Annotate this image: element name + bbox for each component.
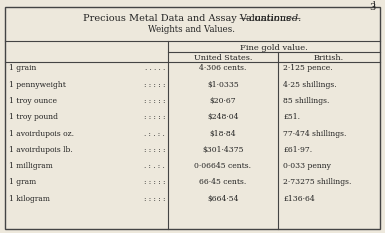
Text: . : . : .: . : . : . [144, 130, 165, 137]
Text: 1 troy pound: 1 troy pound [9, 113, 58, 121]
Text: 77·474 shillings.: 77·474 shillings. [283, 130, 347, 137]
Text: 1: 1 [371, 1, 376, 9]
Text: 1 avoirdupois lb.: 1 avoirdupois lb. [9, 146, 73, 154]
Text: Fine gold value.: Fine gold value. [240, 44, 308, 52]
Text: 0·06645 cents.: 0·06645 cents. [194, 162, 251, 170]
Text: 1 pennyweight: 1 pennyweight [9, 81, 66, 89]
Text: . : . : .: . : . : . [144, 162, 165, 170]
Text: £136·64: £136·64 [283, 195, 315, 202]
Text: 0·033 penny: 0·033 penny [283, 162, 331, 170]
Text: 1 grain: 1 grain [9, 65, 36, 72]
Text: : : : : :: : : : : : [144, 113, 165, 121]
Text: : : : : :: : : : : : [144, 81, 165, 89]
Text: United States.: United States. [194, 54, 252, 62]
Text: 66·45 cents.: 66·45 cents. [199, 178, 247, 186]
Text: $248·04: $248·04 [207, 113, 239, 121]
Text: : : : : :: : : : : : [144, 146, 165, 154]
Text: 3: 3 [370, 3, 376, 12]
Text: $1·0335: $1·0335 [207, 81, 239, 89]
Text: 4·25 shillings.: 4·25 shillings. [283, 81, 336, 89]
Text: Precious Metal Data and Assay Valuations—: Precious Metal Data and Assay Valuations… [83, 14, 301, 23]
Text: $301·4375: $301·4375 [202, 146, 244, 154]
Text: Weights and Values.: Weights and Values. [149, 25, 236, 34]
Text: British.: British. [314, 54, 344, 62]
Text: $20·67: $20·67 [210, 97, 236, 105]
Text: 1 milligram: 1 milligram [9, 162, 53, 170]
Text: 2·125 pence.: 2·125 pence. [283, 65, 333, 72]
Text: £51.: £51. [283, 113, 300, 121]
Text: 85 shillings.: 85 shillings. [283, 97, 330, 105]
Text: 1 gram: 1 gram [9, 178, 36, 186]
Text: 1 troy ounce: 1 troy ounce [9, 97, 57, 105]
Text: : : : : :: : : : : : [144, 195, 165, 202]
Text: £61·97.: £61·97. [283, 146, 312, 154]
Text: $18·84: $18·84 [210, 130, 236, 137]
Text: : : : : :: : : : : : [144, 178, 165, 186]
Text: . . . . .: . . . . . [145, 65, 165, 72]
Text: 1 kilogram: 1 kilogram [9, 195, 50, 202]
Text: 2·73275 shillings.: 2·73275 shillings. [283, 178, 352, 186]
Text: —continued.: —continued. [83, 14, 301, 23]
Text: : : : : :: : : : : : [144, 97, 165, 105]
Text: $664·54: $664·54 [207, 195, 239, 202]
Text: 1 avoirdupois oz.: 1 avoirdupois oz. [9, 130, 74, 137]
Text: 4·306 cents.: 4·306 cents. [199, 65, 247, 72]
